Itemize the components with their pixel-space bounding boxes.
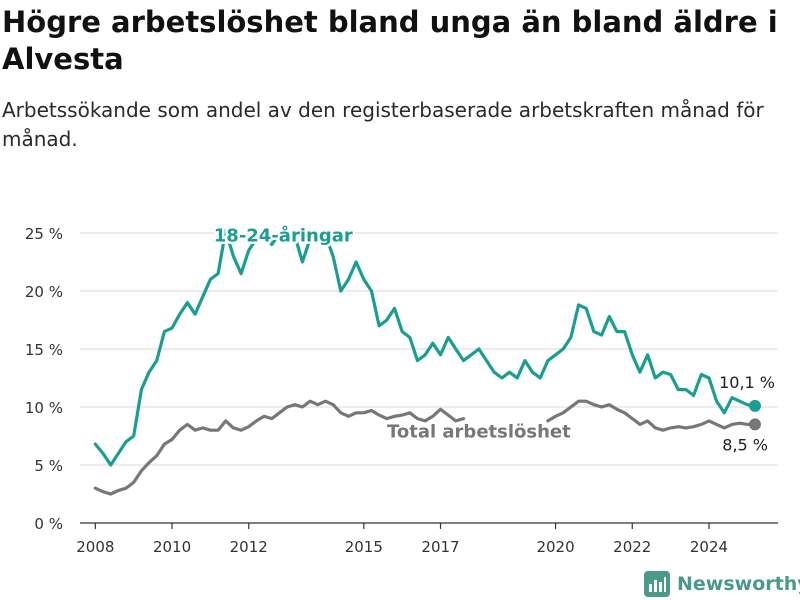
x-tick-label: 2010 [153,538,191,556]
total-series-label: Total arbetslöshet [387,421,571,442]
grid-lines [80,232,778,466]
youth-end-point [748,399,761,412]
y-tick-label: 10 % [25,399,63,417]
y-tick-label: 25 % [25,225,63,243]
x-tick-label: 2024 [690,538,728,556]
total-series-line-segment [546,399,757,432]
y-tick-label: 5 % [34,457,63,475]
total-end-value-label: 8,5 % [722,435,768,454]
youth-series-label: 18-24-åringar [214,224,353,246]
x-tick-label: 2015 [345,538,383,556]
brand-name: Newsworthy [677,573,800,595]
youth-end-value-label: 10,1 % [719,373,775,392]
chart-title: Högre arbetslöshet bland unga än bland ä… [2,5,778,76]
x-tick-label: 2012 [230,538,268,556]
total-end-point [748,418,761,431]
x-axis [80,522,778,529]
series-lines [93,229,761,496]
x-tick-label: 2017 [421,538,459,556]
x-tick-label: 2008 [76,538,114,556]
x-tick-label: 2020 [536,538,574,556]
brand-logo: Newsworthy [644,570,800,598]
y-tick-label: 20 % [25,283,63,301]
youth-series-line [93,229,757,467]
x-axis-tick-labels: 2008 2010 2012 2015 2017 2020 2022 2024 [76,538,728,556]
y-axis-tick-labels: 0 % 5 % 10 % 15 % 20 % 25 % [25,225,63,533]
chart-subtitle: Arbetssökande som andel av den registerb… [2,98,764,151]
total-series-line [93,399,466,496]
y-tick-label: 15 % [25,341,63,359]
y-tick-label: 0 % [34,515,63,533]
bar-chart-icon [644,571,670,597]
series-labels: 18-24-åringar Total arbetslöshet 10,1 % 8,5… [211,222,777,457]
x-tick-label: 2022 [613,538,651,556]
